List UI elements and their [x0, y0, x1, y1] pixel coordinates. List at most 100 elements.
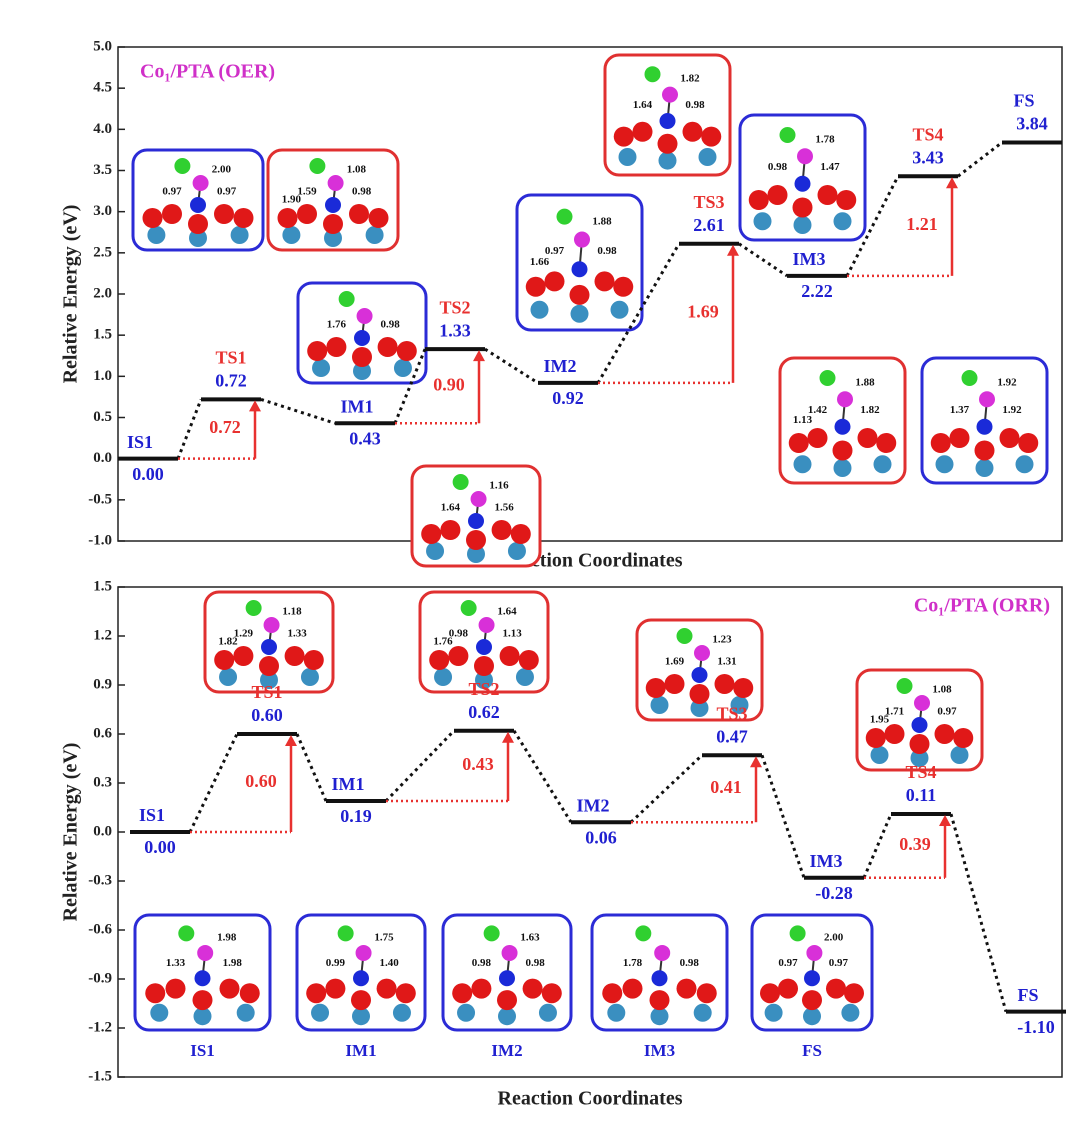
bond-length: 1.82: [218, 636, 238, 648]
y-tick-label: 2.0: [93, 285, 112, 301]
y-tick-label: 1.0: [93, 368, 112, 384]
atom: [644, 66, 661, 83]
bond-length: 1.95: [870, 714, 890, 726]
atom: [515, 668, 534, 686]
atom: [522, 978, 543, 999]
atom: [147, 226, 166, 244]
level-value: 1.33: [439, 320, 471, 340]
level-value: 0.06: [585, 827, 617, 847]
atom: [794, 175, 811, 192]
atom: [355, 944, 372, 961]
atom: [635, 925, 652, 942]
atom: [311, 1003, 330, 1022]
atom: [841, 1003, 860, 1022]
bond-length: 1.59: [297, 186, 317, 198]
atom: [556, 208, 573, 225]
bond-length: 0.98: [685, 99, 705, 111]
atom: [650, 1007, 669, 1026]
inset-caption: IM1: [345, 1041, 376, 1060]
atom: [356, 308, 373, 324]
atom: [233, 208, 254, 228]
atom: [538, 1003, 557, 1022]
bond-length: 1.29: [234, 628, 254, 640]
bond-length: 0.97: [829, 957, 849, 969]
bond-length: 1.47: [820, 161, 840, 173]
atom: [518, 650, 539, 670]
level-value: 0.60: [251, 705, 283, 725]
structure-inset: 1.42 1.82 1.88 1.13: [778, 356, 907, 485]
atom: [569, 284, 590, 305]
connector: [484, 347, 539, 385]
atom: [934, 724, 955, 744]
atom: [306, 983, 327, 1004]
atom: [351, 990, 371, 1011]
atom: [434, 668, 453, 686]
atom: [499, 646, 520, 666]
bond-length: 1.23: [712, 634, 732, 646]
level-name: IM2: [544, 356, 577, 376]
atom: [914, 695, 930, 711]
structure-inset: 1.69 1.31 1.23: [635, 618, 764, 722]
atom: [352, 347, 372, 367]
connector: [176, 398, 203, 460]
bond-length: 1.40: [380, 957, 400, 969]
bond-length: 0.98: [352, 186, 372, 198]
atom: [819, 370, 836, 386]
structure-inset: 1.64 0.98 1.82: [603, 53, 732, 177]
bond-length: 1.82: [860, 404, 880, 416]
atom: [632, 121, 653, 142]
atom: [910, 749, 929, 767]
atom: [192, 990, 213, 1011]
atom: [178, 925, 195, 942]
level-value: 0.72: [215, 371, 247, 391]
bond-length: 1.75: [374, 932, 394, 944]
bond-length: 0.98: [381, 319, 401, 331]
connector: [957, 141, 1003, 178]
atom: [162, 204, 182, 224]
level-value: 3.84: [1016, 114, 1048, 134]
atom: [421, 524, 442, 544]
connector: [629, 754, 704, 824]
atom: [793, 455, 812, 474]
atom: [832, 440, 853, 461]
y-tick-label: -0.3: [88, 872, 112, 888]
bond-length: 1.33: [166, 957, 186, 969]
atom: [662, 86, 678, 103]
bond-length: 0.98: [526, 957, 546, 969]
atom: [145, 983, 166, 1004]
bond-length: 1.08: [347, 164, 367, 176]
inset-caption: IS1: [190, 1041, 215, 1060]
level-name: FS: [1017, 985, 1038, 1005]
bond-length: 1.82: [680, 73, 700, 85]
atom: [325, 978, 346, 999]
atom: [857, 428, 878, 448]
atom: [392, 1003, 411, 1022]
atom: [245, 600, 262, 616]
bond-length: 1.76: [327, 319, 347, 331]
atom: [498, 1007, 516, 1026]
atom: [909, 734, 930, 754]
atom: [657, 133, 678, 154]
atom: [466, 530, 486, 550]
atom: [233, 646, 254, 666]
atom: [530, 300, 549, 319]
bond-length: 1.64: [633, 99, 653, 111]
structure-inset: 1.76 0.98: [296, 281, 428, 385]
chart-title: Co₁/PTA (ORR): [914, 595, 1050, 617]
atom: [622, 978, 643, 999]
y-tick-label: 5.0: [93, 38, 112, 54]
atom: [325, 197, 341, 213]
y-tick-label: 1.5: [93, 578, 112, 594]
atom: [714, 674, 735, 694]
atom: [797, 148, 813, 165]
atom: [682, 121, 703, 142]
atom: [261, 639, 277, 655]
level-value: 0.92: [552, 388, 584, 408]
atom: [884, 724, 905, 744]
level-name: IM3: [810, 851, 843, 871]
atom: [778, 978, 798, 999]
atom: [300, 668, 319, 686]
atom: [239, 983, 260, 1004]
atom: [896, 678, 913, 694]
atom: [833, 212, 852, 231]
